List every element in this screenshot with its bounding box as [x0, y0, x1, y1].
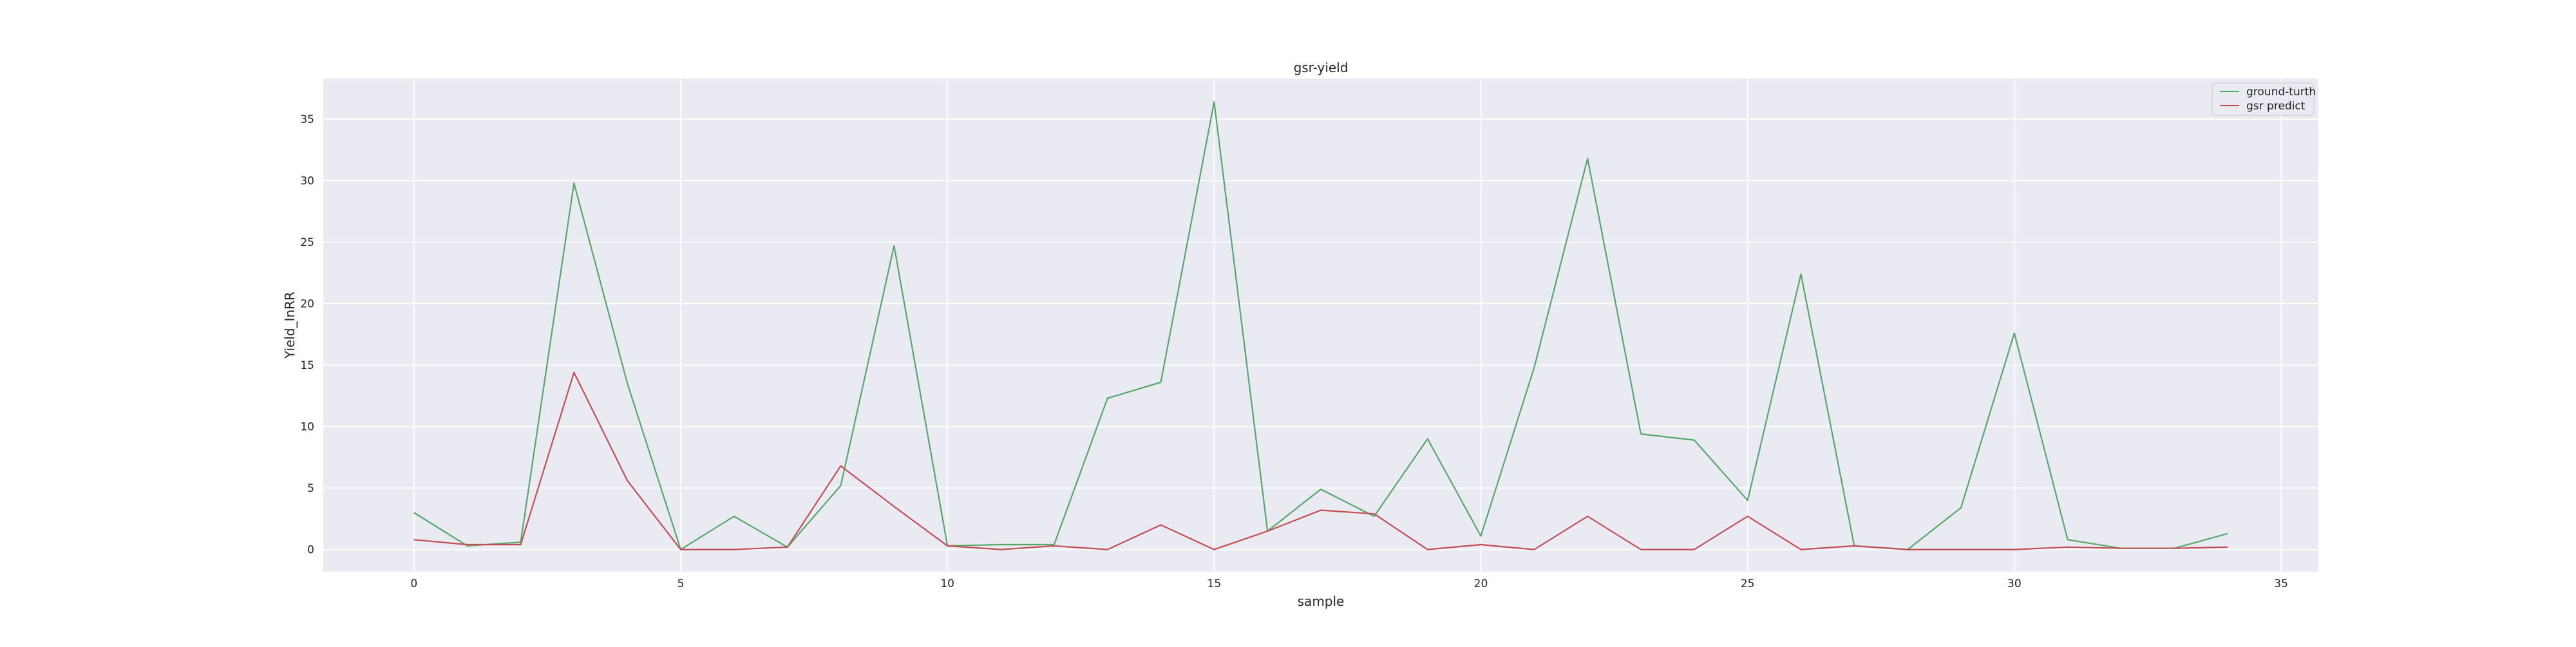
tick-labels: 0 5 10 15 20 25 30 35 0 5 10 15 20 25 30 35	[300, 113, 2287, 590]
y-tick-label: 5	[307, 482, 314, 495]
y-tick-label: 10	[300, 421, 314, 434]
y-tick-label: 0	[307, 544, 314, 557]
x-axis-label: sample	[1298, 594, 1345, 609]
x-tick-label: 20	[1474, 577, 1488, 590]
y-tick-label: 20	[300, 298, 314, 311]
x-tick-label: 15	[1208, 577, 1222, 590]
series-line-ground-turth	[413, 101, 2228, 550]
x-tick-label: 35	[2274, 577, 2288, 590]
grid-lines	[323, 79, 2318, 572]
legend: ground-turth gsr predict	[2211, 82, 2316, 116]
legend-label-gsr-predict: gsr predict	[2246, 100, 2306, 113]
y-tick-label: 15	[300, 359, 314, 372]
legend-label-ground-turth: ground-turth	[2246, 86, 2316, 98]
y-tick-label: 30	[300, 175, 314, 188]
y-tick-label: 35	[300, 113, 314, 126]
x-tick-label: 5	[677, 577, 685, 590]
series-line-gsr-predict	[413, 371, 2228, 550]
x-tick-label: 10	[940, 577, 954, 590]
chart-title: gsr-yield	[1294, 60, 1349, 75]
y-axis-label: Yield_InRR	[282, 292, 298, 359]
plot-background	[323, 79, 2318, 572]
x-tick-label: 30	[2007, 577, 2022, 590]
x-tick-label: 25	[1741, 577, 1755, 590]
series-lines	[413, 101, 2228, 550]
x-tick-label: 0	[410, 577, 417, 590]
y-tick-label: 25	[300, 236, 314, 249]
